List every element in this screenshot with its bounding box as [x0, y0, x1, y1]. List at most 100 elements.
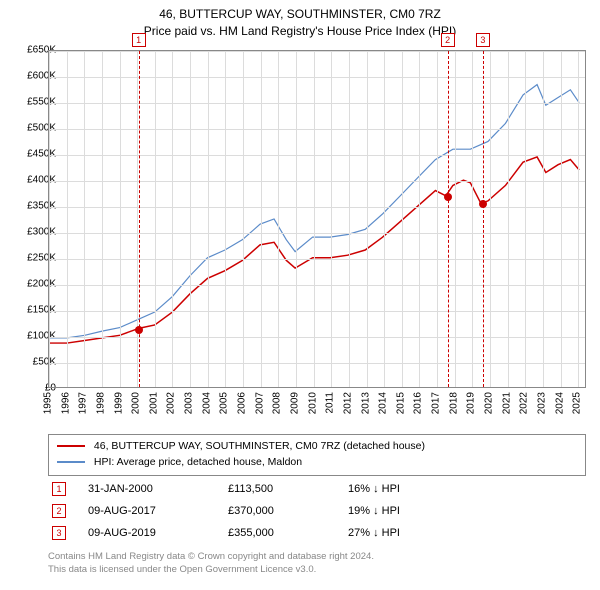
grid-line-h	[49, 259, 585, 260]
x-tick-label: 2018	[448, 392, 459, 414]
legend-item-hpi: HPI: Average price, detached house, Mald…	[57, 455, 577, 471]
sale-row: 1 31-JAN-2000 £113,500 16% ↓ HPI	[52, 478, 468, 500]
x-tick-label: 2025	[572, 392, 583, 414]
sale-row: 2 09-AUG-2017 £370,000 19% ↓ HPI	[52, 500, 468, 522]
x-tick-label: 2015	[395, 392, 406, 414]
grid-line-v	[261, 51, 262, 387]
x-tick-label: 2012	[342, 392, 353, 414]
grid-line-v	[384, 51, 385, 387]
grid-line-h	[49, 129, 585, 130]
grid-line-h	[49, 207, 585, 208]
grid-line-v	[543, 51, 544, 387]
title-block: 46, BUTTERCUP WAY, SOUTHMINSTER, CM0 7RZ…	[0, 0, 600, 40]
grid-line-v	[367, 51, 368, 387]
grid-line-h	[49, 285, 585, 286]
grid-line-v	[120, 51, 121, 387]
grid-line-h	[49, 233, 585, 234]
x-tick-label: 2023	[536, 392, 547, 414]
sale-marker-icon: 2	[52, 504, 66, 518]
x-tick-label: 2014	[378, 392, 389, 414]
marker-box: 2	[441, 33, 455, 47]
grid-line-v	[49, 51, 50, 387]
grid-line-v	[472, 51, 473, 387]
sale-point-icon	[479, 200, 487, 208]
x-tick-label: 2016	[413, 392, 424, 414]
x-tick-label: 1998	[95, 392, 106, 414]
x-tick-label: 2001	[148, 392, 159, 414]
sale-price: £113,500	[228, 483, 348, 495]
legend-item-property: 46, BUTTERCUP WAY, SOUTHMINSTER, CM0 7RZ…	[57, 439, 577, 455]
grid-line-v	[419, 51, 420, 387]
grid-line-v	[102, 51, 103, 387]
x-tick-label: 2017	[431, 392, 442, 414]
grid-line-v	[508, 51, 509, 387]
footer-attribution: Contains HM Land Registry data © Crown c…	[48, 550, 374, 577]
footer-line1: Contains HM Land Registry data © Crown c…	[48, 550, 374, 563]
x-tick-label: 1995	[43, 392, 54, 414]
grid-line-v	[243, 51, 244, 387]
grid-line-v	[331, 51, 332, 387]
marker-box: 3	[476, 33, 490, 47]
x-tick-label: 2000	[131, 392, 142, 414]
sale-diff: 19% ↓ HPI	[348, 505, 468, 517]
marker-line	[448, 51, 449, 387]
x-tick-label: 2011	[325, 392, 336, 414]
x-tick-label: 1997	[78, 392, 89, 414]
sale-date: 09-AUG-2019	[88, 527, 228, 539]
sale-diff: 16% ↓ HPI	[348, 483, 468, 495]
grid-line-h	[49, 77, 585, 78]
x-tick-label: 1999	[113, 392, 124, 414]
x-tick-label: 2021	[501, 392, 512, 414]
title-line1: 46, BUTTERCUP WAY, SOUTHMINSTER, CM0 7RZ	[0, 6, 600, 23]
marker-line	[483, 51, 484, 387]
x-tick-label: 2010	[307, 392, 318, 414]
grid-line-h	[49, 51, 585, 52]
grid-line-h	[49, 155, 585, 156]
figure-container: 46, BUTTERCUP WAY, SOUTHMINSTER, CM0 7RZ…	[0, 0, 600, 590]
grid-line-v	[525, 51, 526, 387]
grid-line-v	[155, 51, 156, 387]
grid-line-v	[561, 51, 562, 387]
footer-line2: This data is licensed under the Open Gov…	[48, 563, 374, 576]
x-tick-label: 2007	[254, 392, 265, 414]
legend-box: 46, BUTTERCUP WAY, SOUTHMINSTER, CM0 7RZ…	[48, 434, 586, 476]
grid-line-v	[208, 51, 209, 387]
grid-line-v	[172, 51, 173, 387]
grid-line-v	[278, 51, 279, 387]
grid-line-v	[225, 51, 226, 387]
grid-line-v	[490, 51, 491, 387]
grid-line-h	[49, 103, 585, 104]
sales-table: 1 31-JAN-2000 £113,500 16% ↓ HPI 2 09-AU…	[52, 478, 468, 544]
grid-line-h	[49, 181, 585, 182]
legend-swatch-hpi	[57, 461, 85, 463]
x-tick-label: 2006	[237, 392, 248, 414]
sale-point-icon	[444, 193, 452, 201]
grid-line-v	[67, 51, 68, 387]
legend-label-hpi: HPI: Average price, detached house, Mald…	[94, 456, 302, 468]
grid-line-v	[455, 51, 456, 387]
x-tick-label: 2003	[184, 392, 195, 414]
grid-line-h	[49, 337, 585, 338]
title-line2: Price paid vs. HM Land Registry's House …	[0, 23, 600, 40]
grid-line-v	[402, 51, 403, 387]
sale-price: £370,000	[228, 505, 348, 517]
grid-line-v	[190, 51, 191, 387]
sale-price: £355,000	[228, 527, 348, 539]
sale-point-icon	[135, 326, 143, 334]
grid-line-v	[296, 51, 297, 387]
sale-date: 09-AUG-2017	[88, 505, 228, 517]
x-tick-label: 2019	[466, 392, 477, 414]
x-tick-label: 2005	[219, 392, 230, 414]
x-tick-label: 2004	[201, 392, 212, 414]
x-tick-label: 1996	[60, 392, 71, 414]
grid-line-h	[49, 311, 585, 312]
legend-swatch-property	[57, 445, 85, 447]
x-tick-label: 2008	[272, 392, 283, 414]
grid-line-v	[349, 51, 350, 387]
x-tick-label: 2020	[483, 392, 494, 414]
sale-diff: 27% ↓ HPI	[348, 527, 468, 539]
sale-row: 3 09-AUG-2019 £355,000 27% ↓ HPI	[52, 522, 468, 544]
x-tick-label: 2013	[360, 392, 371, 414]
x-tick-label: 2009	[289, 392, 300, 414]
x-tick-label: 2022	[519, 392, 530, 414]
